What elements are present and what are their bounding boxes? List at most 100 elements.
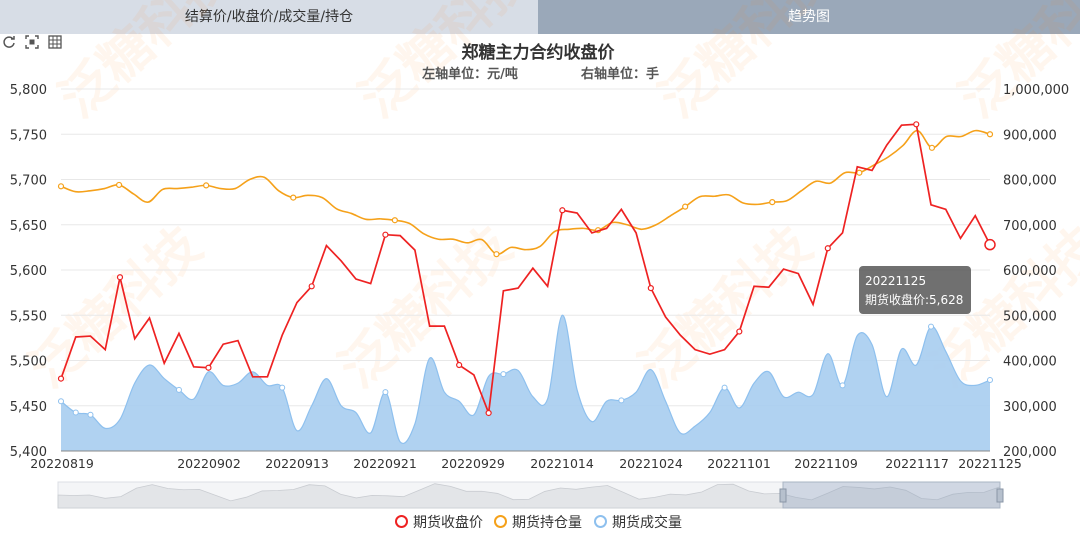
tab-trend-chart[interactable]: 趋势图 xyxy=(538,0,1080,34)
y-right-tick-label: 700,000 xyxy=(1003,219,1057,234)
open-interest-point xyxy=(928,144,936,151)
volume-point xyxy=(618,397,625,404)
y-left-tick-label: 5,400 xyxy=(10,445,47,460)
close-price-point xyxy=(485,409,492,417)
legend-volume-label: 期货成交量 xyxy=(612,515,682,531)
chart-tooltip: 20221125 期货收盘价:5,628 xyxy=(859,266,971,314)
close-price-point xyxy=(824,245,831,252)
close-price-point xyxy=(559,207,566,214)
open-interest-point xyxy=(203,182,210,189)
data-zoom-handle-right[interactable] xyxy=(996,488,1004,503)
legend-oi-marker xyxy=(494,515,507,528)
open-interest-point xyxy=(682,203,689,210)
volume-point xyxy=(87,411,94,418)
refresh-icon[interactable] xyxy=(2,34,18,50)
volume-point xyxy=(58,398,64,405)
open-interest-point xyxy=(57,183,65,190)
close-price-series-line xyxy=(60,123,991,414)
open-interest-point xyxy=(290,194,297,201)
x-tick-label: 20220902 xyxy=(177,456,241,471)
tooltip-value: 期货收盘价:5,628 xyxy=(865,293,964,307)
x-tick-label: 20221117 xyxy=(885,456,949,471)
volume-point xyxy=(72,409,79,416)
chart-legend: 期货收盘价 期货持仓量 期货成交量 xyxy=(0,512,1080,534)
tooltip-date: 20221125 xyxy=(865,274,927,288)
data-zoom-handle-left[interactable] xyxy=(779,488,787,503)
watermark-text: 泛糖科技 xyxy=(19,216,214,400)
watermark-text: 泛糖科技 xyxy=(949,0,1080,130)
legend-open-interest[interactable]: 期货持仓量 xyxy=(494,512,582,534)
x-tick-label: 20221024 xyxy=(619,456,683,471)
close-price-point xyxy=(116,274,124,281)
open-interest-series-line xyxy=(60,129,991,256)
legend-volume[interactable]: 期货成交量 xyxy=(594,512,682,534)
watermark-text: 泛糖科技 xyxy=(629,216,824,400)
watermark-text: 泛糖科技 xyxy=(349,0,544,130)
y-right-tick-label: 300,000 xyxy=(1003,400,1057,415)
legend-oi-label: 期货持仓量 xyxy=(512,515,582,531)
x-tick-label: 20220819 xyxy=(30,456,94,471)
volume-point xyxy=(500,371,507,378)
volume-series-line xyxy=(60,314,991,444)
open-interest-point xyxy=(493,251,500,258)
watermark-text: 泛糖科技 xyxy=(649,0,844,130)
close-price-point xyxy=(913,121,920,128)
y-right-tick-label: 800,000 xyxy=(1003,174,1057,189)
chart-subtitle-left: 左轴单位：元/吨 xyxy=(422,66,518,82)
volume-point xyxy=(279,384,286,391)
y-left-tick-label: 5,450 xyxy=(10,400,47,415)
y-right-tick-label: 500,000 xyxy=(1003,309,1057,324)
chart-title: 郑糖主力合约收盘价 xyxy=(462,42,616,63)
y-left-tick-label: 5,700 xyxy=(10,174,47,189)
close-price-highlight-point xyxy=(984,238,996,251)
tab-bar: 结算价/收盘价/成交量/持仓 趋势图 xyxy=(0,0,1080,34)
close-price-point xyxy=(456,361,463,369)
legend-volume-marker xyxy=(594,515,607,528)
open-interest-point xyxy=(391,217,398,224)
x-tick-label: 20221101 xyxy=(707,456,771,471)
volume-point xyxy=(175,386,182,393)
legend-close-price[interactable]: 期货收盘价 xyxy=(395,512,483,534)
table-icon[interactable] xyxy=(48,34,64,50)
tab-settlement-close-volume-oi[interactable]: 结算价/收盘价/成交量/持仓 xyxy=(0,0,538,34)
watermark-text: 泛糖科技 xyxy=(49,0,244,130)
x-tick-label: 20220921 xyxy=(353,456,417,471)
close-price-point xyxy=(736,328,743,335)
legend-close-label: 期货收盘价 xyxy=(413,515,483,531)
open-interest-point xyxy=(769,199,776,206)
y-right-tick-label: 600,000 xyxy=(1003,264,1057,279)
y-left-tick-label: 5,750 xyxy=(10,128,47,143)
close-price-point xyxy=(308,283,315,290)
x-tick-label: 20221125 xyxy=(958,456,1022,471)
chart-subtitle-right: 右轴单位：手 xyxy=(580,66,659,82)
open-interest-point xyxy=(856,169,863,176)
volume-area xyxy=(61,315,990,451)
open-interest-point xyxy=(986,131,994,138)
open-interest-point xyxy=(115,181,123,189)
y-right-tick-label: 1,000,000 xyxy=(1003,83,1069,98)
y-right-tick-label: 200,000 xyxy=(1003,445,1057,460)
x-tick-label: 20221014 xyxy=(530,456,594,471)
data-zoom-preview xyxy=(57,483,1001,509)
x-tick-label: 20221109 xyxy=(794,456,858,471)
y-left-tick-label: 5,500 xyxy=(10,355,47,370)
y-left-tick-label: 5,600 xyxy=(10,264,47,279)
y-left-tick-label: 5,800 xyxy=(10,83,47,98)
y-left-tick-label: 5,550 xyxy=(10,309,47,324)
close-price-point xyxy=(382,231,389,238)
close-price-point xyxy=(57,375,65,382)
x-tick-label: 20220913 xyxy=(265,456,329,471)
fullscreen-icon[interactable] xyxy=(25,34,41,50)
data-zoom-window xyxy=(782,481,1001,509)
y-right-tick-label: 400,000 xyxy=(1003,355,1057,370)
legend-close-marker xyxy=(395,515,408,528)
volume-point xyxy=(987,376,993,383)
volume-point xyxy=(721,384,728,391)
y-left-tick-label: 5,650 xyxy=(10,219,47,234)
close-price-point xyxy=(647,285,654,292)
close-price-point xyxy=(205,364,212,371)
volume-point xyxy=(928,323,935,330)
y-right-tick-label: 900,000 xyxy=(1003,128,1057,143)
volume-point xyxy=(839,382,846,389)
